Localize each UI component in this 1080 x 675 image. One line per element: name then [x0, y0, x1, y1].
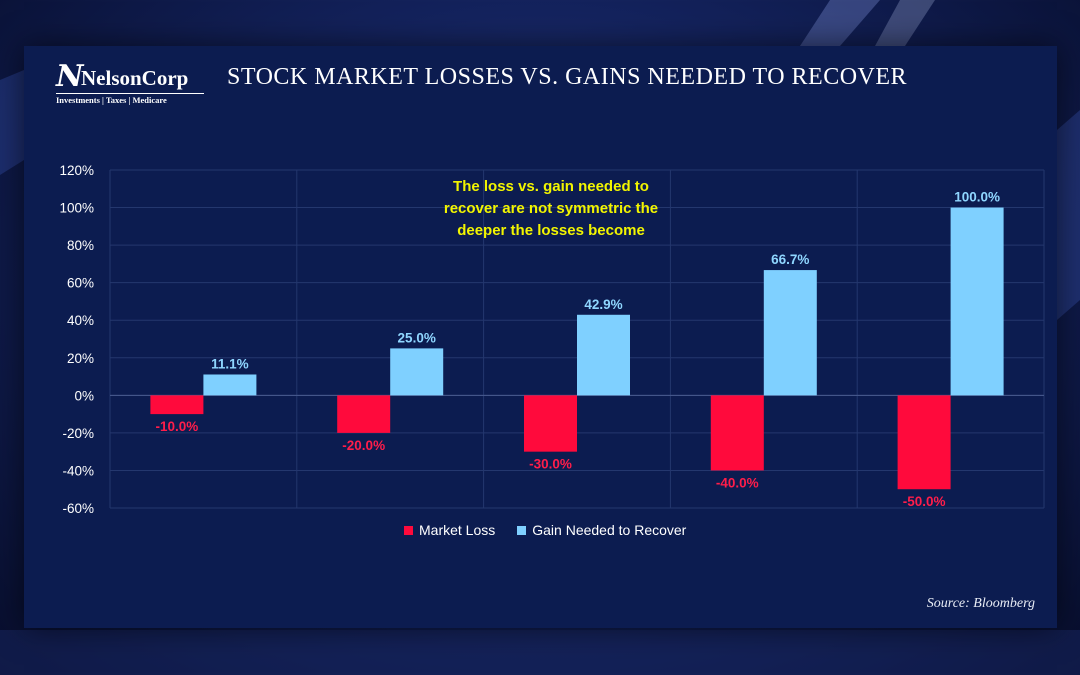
chart-legend: Market Loss Gain Needed to Recover	[404, 522, 686, 538]
legend-label-loss: Market Loss	[419, 522, 496, 538]
nelsoncorp-logo: N NelsonCorp Investments | Taxes | Medic…	[54, 62, 204, 105]
source-note: Source: Bloomberg	[926, 596, 1035, 611]
annotation-line-2: recover are not symmetric the	[443, 200, 659, 217]
legend-swatch-gain	[517, 525, 527, 535]
bar-market-loss	[710, 395, 764, 471]
data-label-loss: -30.0%	[529, 457, 572, 472]
y-tick-label: -20%	[62, 426, 94, 441]
y-tick-label: 100%	[59, 201, 94, 216]
data-label-loss: -20.0%	[342, 438, 385, 453]
y-tick-label: 120%	[59, 163, 94, 178]
bar-market-loss	[524, 395, 577, 452]
bar-market-loss	[150, 395, 204, 415]
data-label-gain: 25.0%	[398, 330, 436, 345]
bar-chart: 120% 100% 80% 60% 40% 20% 0% -20% -40% -60% -10.0%…	[59, 163, 1045, 516]
bar-gain-needed	[577, 314, 630, 396]
bar-market-loss	[337, 395, 391, 433]
data-label-loss: -50.0%	[903, 494, 946, 509]
bar-gain-needed	[203, 374, 257, 396]
chart-title: STOCK MARKET LOSSES VS. GAINS NEEDED TO …	[227, 64, 908, 90]
y-tick-label: 40%	[67, 313, 94, 328]
legend-label-gain: Gain Needed to Recover	[532, 522, 687, 538]
bar-gain-needed	[950, 207, 1004, 396]
y-tick-label: 20%	[67, 351, 94, 366]
chart-annotation: The loss vs. gain needed to recover are …	[396, 176, 706, 242]
data-label-gain: 42.9%	[584, 297, 622, 312]
y-tick-label: 60%	[67, 276, 94, 291]
y-tick-label: -40%	[62, 463, 94, 478]
bar-market-loss	[897, 395, 951, 490]
y-tick-label: 80%	[67, 238, 94, 253]
data-label-gain: 100.0%	[954, 190, 1000, 205]
y-tick-label: 0%	[74, 388, 94, 403]
legend-item-loss: Market Loss	[404, 522, 495, 538]
legend-item-gain: Gain Needed to Recover	[517, 522, 686, 538]
data-label-loss: -40.0%	[716, 475, 759, 490]
annotation-line-1: The loss vs. gain needed to	[453, 178, 649, 195]
bar-gain-needed	[390, 348, 444, 396]
annotation-line-3: deeper the losses become	[457, 222, 645, 239]
legend-swatch-loss	[404, 525, 413, 535]
data-label-loss: -10.0%	[156, 419, 199, 434]
data-label-gain: 11.1%	[211, 356, 249, 371]
y-tick-label: -60%	[62, 501, 94, 516]
bar-gain-needed	[763, 270, 817, 396]
chart-panel: N NelsonCorp Investments | Taxes | Medic…	[24, 46, 1057, 628]
data-label-gain: 66.7%	[771, 252, 809, 267]
